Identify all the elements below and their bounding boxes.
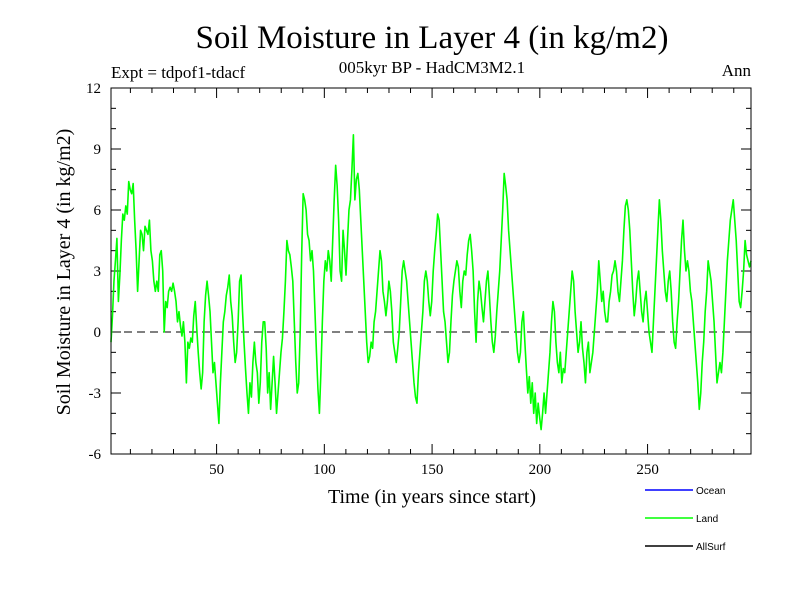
y-axis-label: Soil Moisture in Layer 4 (in kg/m2) xyxy=(53,129,75,416)
y-tick-label: 12 xyxy=(86,81,101,97)
series-line-land xyxy=(110,133,752,431)
legend-label-allsurf: AllSurf xyxy=(696,542,726,553)
chart-title: Soil Moisture in Layer 4 (in kg/m2) xyxy=(196,20,669,56)
y-tick-label: 0 xyxy=(94,325,102,341)
legend-label-ocean: Ocean xyxy=(696,486,725,497)
plot-frame xyxy=(110,87,752,455)
y-tick-label: 6 xyxy=(94,203,102,219)
x-tick-label: 250 xyxy=(636,462,659,478)
y-tick-label: 9 xyxy=(94,142,102,158)
chart-subtitle: 005kyr BP - HadCM3M2.1 xyxy=(339,58,525,77)
y-tick-label: 3 xyxy=(94,264,102,280)
legend: Ocean Land AllSurf xyxy=(645,486,726,553)
x-tick-label: 200 xyxy=(529,462,552,478)
season-label: Ann xyxy=(722,61,752,80)
legend-label-land: Land xyxy=(696,514,718,525)
x-tick-label: 100 xyxy=(313,462,336,478)
plot-area: 50 100 150 200 250 -6 -3 0 3 6 9 12 xyxy=(86,81,752,478)
x-axis-label: Time (in years since start) xyxy=(328,486,536,508)
x-tick-label: 50 xyxy=(209,462,224,478)
experiment-label: Expt = tdpof1-tdacf xyxy=(111,63,246,82)
x-tick-label: 150 xyxy=(421,462,444,478)
y-tick-label: -3 xyxy=(89,386,102,402)
y-tick-label: -6 xyxy=(89,447,102,463)
